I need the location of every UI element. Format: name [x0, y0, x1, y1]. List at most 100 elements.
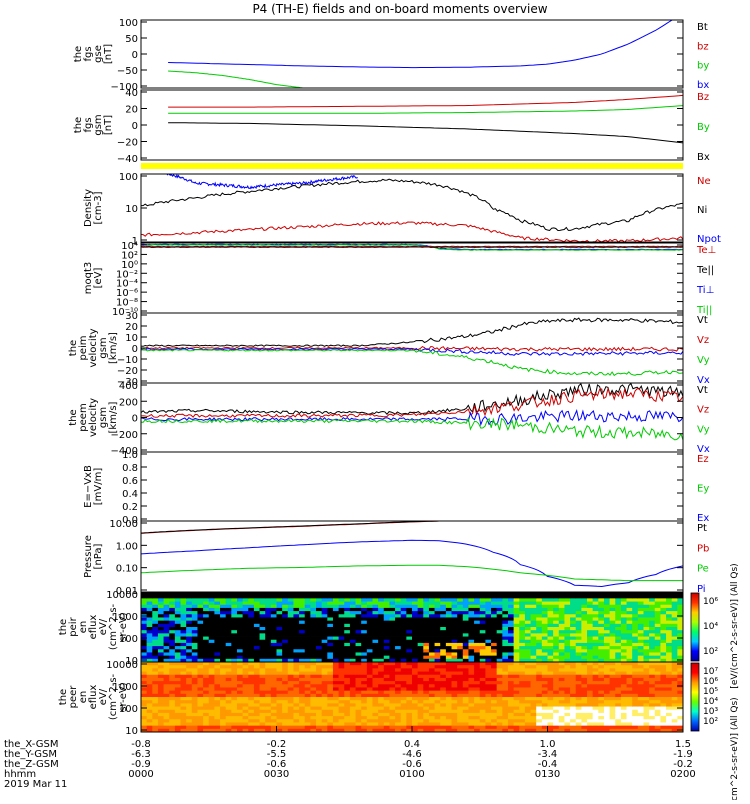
heatmap-cell: [344, 709, 351, 714]
heatmap-cell: [491, 719, 498, 723]
heatmap-cell: [248, 633, 255, 637]
heatmap-cell: [654, 620, 661, 625]
heatmap-cell: [626, 592, 633, 596]
heatmap-cell: [231, 614, 238, 618]
heatmap-cell: [316, 627, 323, 631]
heatmap-cell: [474, 671, 481, 676]
heatmap-cell: [191, 709, 198, 714]
heatmap-cell: [609, 668, 616, 672]
heatmap-cell: [276, 693, 283, 698]
heatmap-cell: [592, 716, 599, 720]
heatmap-cell: [637, 658, 644, 662]
heatmap-cell: [378, 636, 385, 641]
heatmap-cell: [304, 690, 311, 695]
heatmap-cell: [208, 658, 215, 662]
heatmap-cell: [208, 687, 215, 692]
heatmap-cell: [440, 598, 447, 602]
heatmap-cell: [615, 706, 622, 711]
heatmap-cell: [389, 649, 396, 653]
heatmap-cell: [400, 595, 407, 599]
heatmap-cell: [141, 722, 148, 727]
heatmap-cell: [265, 642, 272, 647]
heatmap-cell: [321, 611, 328, 615]
heatmap-cell: [603, 693, 611, 698]
heatmap-cell: [287, 719, 294, 723]
heatmap-cell: [338, 607, 345, 612]
heatmap-cell: [146, 611, 153, 615]
heatmap-cell: [428, 687, 435, 692]
heatmap-cell: [406, 722, 413, 727]
heatmap-cell: [575, 630, 582, 634]
heatmap-cell: [395, 630, 402, 634]
heatmap-cell: [445, 646, 452, 650]
heatmap-cell: [496, 636, 503, 641]
heatmap-cell: [530, 684, 537, 688]
legend-peim_velocity-1: Vz: [697, 335, 709, 346]
x-row-value: -1.9: [673, 749, 693, 760]
heatmap-cell: [191, 646, 198, 650]
heatmap-cell: [575, 668, 582, 672]
heatmap-cell: [587, 728, 594, 732]
heatmap-cell: [349, 623, 356, 628]
heatmap-cell: [321, 662, 328, 666]
heatmap-cell: [575, 617, 582, 622]
heatmap-cell: [231, 697, 238, 701]
heatmap-cell: [248, 728, 255, 732]
heatmap-cell: [214, 595, 221, 599]
heatmap-cell: [378, 722, 385, 727]
heatmap-cell: [468, 665, 475, 669]
heatmap-cell: [293, 728, 300, 732]
heatmap-cell: [440, 712, 447, 717]
heatmap-cell: [677, 595, 683, 599]
heatmap-cell: [248, 677, 255, 682]
heatmap-cell: [191, 662, 198, 666]
heatmap-cell: [372, 592, 379, 596]
heatmap-cell: [468, 719, 475, 723]
heatmap-cell: [581, 601, 588, 606]
heatmap-cell: [553, 649, 560, 653]
heatmap-cell: [355, 690, 362, 695]
heatmap-cell: [654, 652, 661, 657]
heatmap-cell: [299, 709, 306, 714]
heatmap-cell: [383, 674, 390, 679]
heatmap-cell: [468, 604, 475, 609]
heatmap-cell: [372, 614, 379, 618]
heatmap-cell: [304, 598, 311, 602]
heatmap-cell: [157, 706, 164, 711]
heatmap-cell: [208, 725, 215, 730]
heatmap-cell: [355, 728, 362, 732]
heatmap-cell: [169, 611, 176, 615]
heatmap-cell: [553, 687, 560, 692]
heatmap-cell: [462, 677, 469, 682]
heatmap-cell: [570, 662, 577, 666]
heatmap-cell: [236, 627, 244, 631]
heatmap-cell: [157, 636, 164, 641]
heatmap-cell: [395, 614, 402, 618]
colorbar-peer_en_eflux: [690, 662, 700, 732]
heatmap-cell: [485, 668, 492, 672]
heatmap-cell: [248, 607, 255, 612]
heatmap-cell: [321, 722, 328, 727]
heatmap-cell: [474, 719, 481, 723]
heatmap-cell: [643, 719, 650, 723]
heatmap-cell: [157, 592, 164, 596]
heatmap-cell: [287, 697, 294, 701]
heatmap-cell: [299, 646, 306, 650]
heatmap-cell: [581, 658, 588, 662]
heatmap-cell: [445, 633, 452, 637]
heatmap-cell: [152, 703, 159, 707]
heatmap-cell: [361, 636, 368, 641]
heatmap-cell: [491, 598, 498, 602]
heatmap-cell: [615, 665, 622, 669]
heatmap-cell: [282, 623, 289, 628]
heatmap-cell: [197, 690, 204, 695]
heatmap-cell: [541, 690, 548, 695]
heatmap-cell: [361, 684, 368, 688]
heatmap-cell: [524, 614, 531, 618]
heatmap-cell: [598, 607, 605, 612]
heatmap-cell: [270, 709, 277, 714]
heatmap-cell: [141, 668, 148, 672]
heatmap-cell: [389, 693, 396, 698]
heatmap-cell: [395, 687, 402, 692]
heatmap-cell: [152, 725, 159, 730]
